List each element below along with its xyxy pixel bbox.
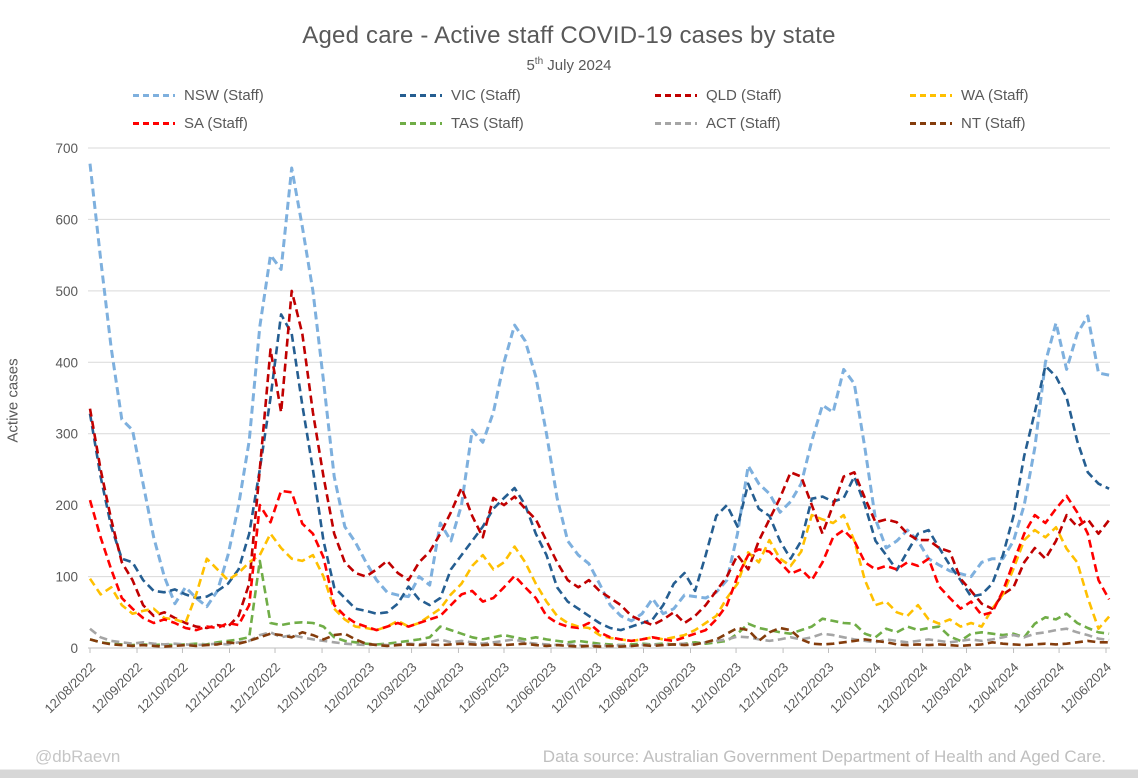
series-line-sa-staff bbox=[88, 489, 1111, 643]
series-line-act-staff bbox=[89, 627, 1110, 648]
series-line-qld-staff bbox=[88, 289, 1111, 630]
legend-label: WA (Staff) bbox=[961, 87, 1029, 104]
legend-dash-swatch bbox=[133, 94, 175, 97]
series-line-tas-staff bbox=[89, 559, 1110, 647]
y-tick-label: 500 bbox=[55, 284, 78, 299]
legend-item-sa-staff: SA (Staff) bbox=[133, 113, 400, 134]
legend-dash-swatch bbox=[400, 94, 442, 97]
legend-dash-swatch bbox=[910, 94, 952, 97]
x-tick-label: 12/06/2024 bbox=[1057, 660, 1114, 717]
legend-item-wa-staff: WA (Staff) bbox=[910, 85, 1093, 106]
y-tick-label: 400 bbox=[55, 355, 78, 370]
chart-legend: NSW (Staff) VIC (Staff) QLD (Staff) WA (Sta… bbox=[133, 85, 1093, 134]
chart-title: Aged care - Active staff COVID-19 cases … bbox=[302, 22, 836, 49]
legend-dash-swatch bbox=[655, 122, 697, 125]
series-line-nt-staff bbox=[89, 626, 1110, 648]
legend-dash-swatch bbox=[133, 122, 175, 125]
legend-item-nt-staff: NT (Staff) bbox=[910, 113, 1093, 134]
legend-dash-swatch bbox=[400, 122, 442, 125]
y-tick-label: 300 bbox=[55, 427, 78, 442]
legend-item-vic-staff: VIC (Staff) bbox=[400, 85, 655, 106]
legend-item-qld-staff: QLD (Staff) bbox=[655, 85, 910, 106]
legend-label: QLD (Staff) bbox=[706, 87, 782, 104]
y-tick-label: 200 bbox=[55, 498, 78, 513]
window-bottom-bar bbox=[0, 769, 1138, 778]
legend-item-act-staff: ACT (Staff) bbox=[655, 113, 910, 134]
author-handle: @dbRaevn bbox=[35, 747, 121, 766]
legend-dash-swatch bbox=[910, 122, 952, 125]
y-tick-label: 600 bbox=[55, 212, 78, 227]
line-chart: 010020030040050060070012/08/202212/09/20… bbox=[41, 141, 1114, 717]
y-tick-label: 100 bbox=[55, 570, 78, 585]
legend-item-nsw-staff: NSW (Staff) bbox=[133, 85, 400, 106]
legend-label: SA (Staff) bbox=[184, 115, 248, 132]
series-line-wa-staff bbox=[88, 513, 1111, 643]
y-tick-label: 0 bbox=[70, 641, 78, 656]
legend-dash-swatch bbox=[655, 94, 697, 97]
legend-item-tas-staff: TAS (Staff) bbox=[400, 113, 655, 134]
legend-label: TAS (Staff) bbox=[451, 115, 524, 132]
legend-label: ACT (Staff) bbox=[706, 115, 781, 132]
y-tick-label: 700 bbox=[55, 141, 78, 156]
data-source-note: Data source: Australian Government Depar… bbox=[542, 747, 1106, 766]
chart-subtitle: 5th July 2024 bbox=[526, 56, 612, 74]
series-line-nsw-staff bbox=[88, 163, 1110, 623]
legend-label: NSW (Staff) bbox=[184, 87, 264, 104]
legend-label: VIC (Staff) bbox=[451, 87, 521, 104]
series-line-vic-staff bbox=[88, 313, 1110, 632]
legend-label: NT (Staff) bbox=[961, 115, 1026, 132]
